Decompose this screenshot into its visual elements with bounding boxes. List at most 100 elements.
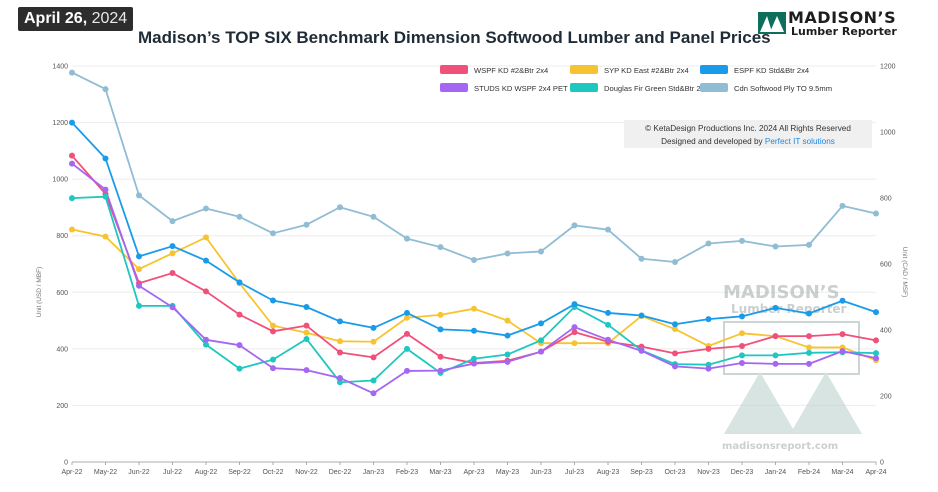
- legend-label: SYP KD East #2&Btr 2x4: [604, 66, 689, 75]
- data-point: [404, 309, 410, 316]
- data-point: [772, 352, 779, 359]
- data-point: [203, 341, 209, 348]
- y-tick-label: 400: [56, 346, 68, 353]
- logo-mark-icon: [758, 12, 786, 34]
- data-point: [404, 330, 410, 337]
- data-point: [471, 305, 477, 312]
- legend-label: STUDS KD WSPF 2x4 PET: [474, 84, 568, 93]
- data-point: [203, 205, 209, 212]
- legend-label: Cdn Softwood Ply TO 9.5mm: [734, 84, 832, 93]
- copyright-line1: © KetaDesign Productions Inc. 2024 All R…: [645, 124, 851, 133]
- x-tick-label: Jul-22: [163, 469, 182, 476]
- x-tick-label: Aug-22: [195, 469, 218, 476]
- legend-label: ESPF KD Std&Btr 2x4: [734, 66, 809, 75]
- series-points: [69, 69, 879, 397]
- data-point: [236, 365, 243, 372]
- data-point: [839, 348, 846, 355]
- data-point: [303, 329, 310, 336]
- x-tick-label: May-22: [94, 469, 117, 476]
- watermark-mountain-left-icon: [724, 372, 796, 434]
- logo-sub: Lumber Reporter: [791, 25, 897, 38]
- data-point: [370, 377, 377, 384]
- data-point: [437, 367, 444, 374]
- y-tick-label: 600: [56, 290, 68, 297]
- x-axis: Apr-22 May-22 Jun-22 Jul-22 Aug-22 Sep-22 Oct-…: [61, 461, 887, 476]
- data-point: [739, 330, 745, 337]
- data-point: [504, 332, 511, 339]
- data-point: [839, 202, 846, 209]
- data-point: [102, 233, 109, 240]
- data-point: [169, 250, 176, 257]
- data-point: [873, 350, 879, 357]
- y-tick-label: 800: [56, 233, 68, 240]
- data-point: [672, 321, 678, 328]
- data-point: [605, 309, 611, 316]
- data-point: [538, 337, 544, 344]
- data-point: [839, 331, 846, 338]
- legend-swatch: [700, 83, 728, 92]
- legend-swatch: [570, 65, 598, 74]
- x-tick-label: Apr-24: [865, 469, 886, 476]
- y-tick-label: 200: [56, 403, 68, 410]
- y2-tick-label: 200: [880, 394, 892, 401]
- data-point: [102, 193, 109, 200]
- data-point: [69, 119, 75, 126]
- y2-tick-label: 1000: [880, 130, 896, 137]
- y-axis-title: Unit (USD / MBF): [36, 267, 43, 318]
- data-point: [471, 355, 477, 362]
- data-point: [136, 302, 142, 309]
- data-point: [739, 352, 745, 359]
- data-point: [437, 326, 444, 333]
- watermark-brand: MADISON’S: [723, 282, 840, 303]
- brand-logo: MADISON’S Lumber Reporter: [758, 8, 930, 40]
- y2-axis-title: Unit (CAD / MSF): [901, 247, 908, 298]
- watermark-url: madisonsreport.com: [722, 441, 838, 452]
- y2-tick-label: 800: [880, 196, 892, 203]
- data-point: [538, 248, 544, 255]
- watermark-mountain-right-icon: [790, 372, 862, 434]
- data-point: [806, 333, 812, 340]
- data-point: [203, 336, 209, 343]
- x-tick-label: Nov-23: [697, 469, 720, 476]
- data-point: [236, 311, 243, 318]
- data-point: [772, 360, 779, 367]
- data-point: [270, 356, 276, 363]
- data-point: [337, 349, 343, 356]
- data-point: [270, 365, 276, 372]
- date-badge: April 26, 2024: [18, 7, 134, 31]
- x-tick-label: Jan-23: [363, 469, 385, 476]
- data-point: [69, 152, 75, 159]
- data-point: [839, 297, 846, 304]
- page-title: Madison’s TOP SIX Benchmark Dimension So…: [138, 28, 771, 47]
- data-point: [404, 345, 410, 352]
- data-point: [102, 155, 109, 162]
- data-point: [370, 354, 377, 361]
- data-point: [638, 347, 645, 354]
- x-tick-label: Jul-23: [565, 469, 584, 476]
- legend-label: WSPF KD #2&Btr 2x4: [474, 66, 548, 75]
- data-point: [705, 316, 712, 323]
- data-point: [672, 326, 678, 333]
- data-point: [504, 358, 511, 365]
- series-line: [71, 71, 877, 263]
- watermark: MADISON’S Lumber Reporter madisonsreport…: [722, 282, 862, 452]
- data-point: [169, 270, 176, 277]
- x-tick-label: Apr-23: [463, 469, 484, 476]
- data-point: [437, 311, 444, 318]
- x-tick-label: Jun-23: [530, 469, 552, 476]
- data-point: [337, 204, 343, 211]
- data-point: [203, 234, 209, 241]
- data-point: [605, 226, 611, 233]
- data-point: [638, 255, 645, 262]
- data-point: [69, 226, 75, 233]
- data-point: [538, 348, 544, 355]
- y-axis-left: 0 200 400 600 800 1000 1200 1400: [52, 64, 68, 467]
- data-point: [672, 259, 678, 266]
- y2-tick-label: 1200: [880, 64, 896, 71]
- data-point: [236, 279, 243, 286]
- developer-link[interactable]: Perfect IT solutions: [765, 137, 835, 146]
- data-point: [873, 355, 879, 362]
- data-point: [605, 336, 611, 343]
- data-point: [705, 365, 712, 372]
- data-point: [705, 240, 712, 247]
